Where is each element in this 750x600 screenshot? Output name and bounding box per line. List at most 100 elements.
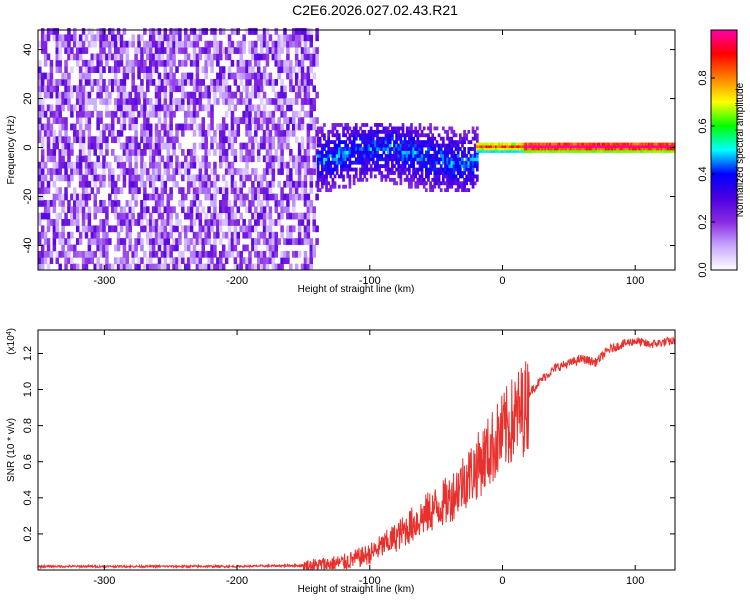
spectrogram-cell bbox=[160, 59, 165, 67]
spectrogram-cell bbox=[169, 72, 173, 80]
spectrogram-cell bbox=[312, 161, 316, 169]
spectrogram-cell bbox=[189, 206, 194, 214]
spectrogram-cell bbox=[134, 104, 138, 112]
spectrogram-cell bbox=[348, 140, 352, 145]
spectrogram-cell bbox=[245, 72, 249, 80]
spectrogram-cell bbox=[577, 145, 581, 148]
spectrogram-cell bbox=[251, 155, 255, 163]
spectrogram-cell bbox=[87, 28, 92, 35]
spectrogram-cell bbox=[224, 212, 229, 220]
spectrogram-cell bbox=[137, 142, 141, 150]
spectrogram-cell bbox=[418, 153, 422, 158]
spectrogram-cell bbox=[346, 171, 350, 175]
spectrogram-cell bbox=[122, 206, 127, 214]
spectrogram-cell bbox=[344, 160, 348, 165]
spectrogram-cell bbox=[646, 147, 649, 151]
spectrogram-cell bbox=[239, 250, 243, 258]
spectrogram-frame bbox=[37, 29, 676, 271]
spectrogram-cell bbox=[555, 150, 558, 153]
spectrogram-cell bbox=[274, 219, 279, 226]
spectrogram-cell bbox=[340, 153, 343, 158]
spectrogram-cell bbox=[346, 147, 350, 151]
spectrogram-cell bbox=[363, 174, 367, 179]
spectrogram-cell bbox=[323, 167, 326, 172]
y-tick-label: 20 bbox=[22, 92, 34, 104]
spectrogram-cell bbox=[163, 110, 168, 118]
spectrogram-cell bbox=[416, 150, 420, 155]
spectrogram-cell bbox=[309, 66, 314, 74]
spectrogram-cell bbox=[90, 53, 95, 61]
spectrogram-cell bbox=[407, 181, 411, 186]
spectrogram-cell bbox=[210, 66, 214, 74]
spectrogram-cell bbox=[587, 145, 590, 148]
spectrogram-cell bbox=[254, 136, 258, 144]
spectrogram-cell bbox=[420, 129, 424, 134]
spectrogram-cell bbox=[105, 34, 109, 42]
spectrogram-cell bbox=[630, 145, 633, 148]
spectrogram-cell bbox=[506, 147, 509, 151]
spectrogram-cell bbox=[116, 91, 121, 99]
spectrogram-cell bbox=[475, 145, 479, 148]
spectrogram-cell bbox=[544, 145, 547, 148]
spectrogram-cell bbox=[58, 78, 62, 86]
spectrogram-cell bbox=[116, 155, 121, 163]
spectrogram-cell bbox=[259, 34, 264, 42]
spectrogram-cell bbox=[297, 59, 302, 67]
spectrogram-cell bbox=[546, 150, 549, 153]
spectrogram-cell bbox=[239, 155, 243, 163]
spectrogram-cell bbox=[274, 98, 279, 105]
spectrogram-cell bbox=[90, 34, 95, 42]
spectrogram-cell bbox=[128, 40, 133, 48]
spectrogram-cell bbox=[604, 147, 608, 151]
spectrogram-cell bbox=[465, 164, 469, 169]
spectrogram-cell bbox=[146, 40, 150, 48]
spectrogram-cell bbox=[128, 98, 133, 105]
spectrogram-cell bbox=[395, 133, 398, 138]
spectrogram-cell bbox=[201, 66, 206, 74]
spectrogram-cell bbox=[435, 174, 439, 179]
spectrogram-cell bbox=[286, 161, 290, 169]
spectrogram-cell bbox=[213, 244, 217, 252]
spectrogram-cell bbox=[407, 150, 411, 155]
spectrogram-cell bbox=[329, 167, 333, 172]
spectrogram-cell bbox=[198, 142, 203, 150]
spectrogram-cell bbox=[157, 28, 162, 35]
spectrogram-cell bbox=[306, 168, 311, 175]
spectrogram-cell bbox=[303, 28, 308, 35]
spectrogram-cell bbox=[105, 123, 109, 131]
spectrogram-cell bbox=[256, 53, 261, 61]
spectrogram-cell bbox=[297, 149, 302, 156]
spectrogram-cell bbox=[660, 142, 663, 146]
spectrogram-cell bbox=[619, 147, 622, 151]
spectrogram-cell bbox=[146, 72, 150, 80]
spectrogram-cell bbox=[289, 34, 293, 42]
spectrogram-cell bbox=[64, 187, 68, 194]
spectrogram-cell bbox=[354, 129, 358, 134]
spectrogram-cell bbox=[61, 238, 65, 245]
spectrogram-cell bbox=[43, 34, 48, 42]
spectrogram-cell bbox=[236, 231, 241, 239]
spectrogram-cell bbox=[289, 66, 293, 74]
spectrogram-cell bbox=[309, 257, 314, 265]
colorbar-tick-label: 0.6 bbox=[697, 118, 709, 133]
spectrogram-cell bbox=[70, 161, 74, 169]
spectrogram-cell bbox=[639, 147, 643, 151]
spectrogram-cell bbox=[137, 59, 141, 67]
spectrogram-cell bbox=[125, 149, 130, 156]
spectrogram-cell bbox=[189, 91, 194, 99]
spectrogram-cell bbox=[254, 28, 258, 35]
spectrogram-cell bbox=[456, 164, 460, 169]
spectrogram-cell bbox=[154, 28, 159, 35]
spectrogram-cell bbox=[294, 263, 299, 271]
spectrogram-cell bbox=[122, 78, 127, 86]
spectrogram-cell bbox=[380, 140, 384, 145]
spectrogram-cell bbox=[102, 199, 106, 207]
spectrogram-cell bbox=[93, 225, 97, 233]
spectrogram-cell bbox=[116, 66, 121, 74]
spectrogram-cell bbox=[365, 157, 369, 162]
spectrogram-cell bbox=[108, 123, 112, 131]
spectrogram-cell bbox=[230, 40, 235, 48]
spectrogram-cell bbox=[452, 160, 456, 165]
spectrogram-cell bbox=[90, 66, 95, 74]
spectrogram-cell bbox=[584, 147, 587, 151]
